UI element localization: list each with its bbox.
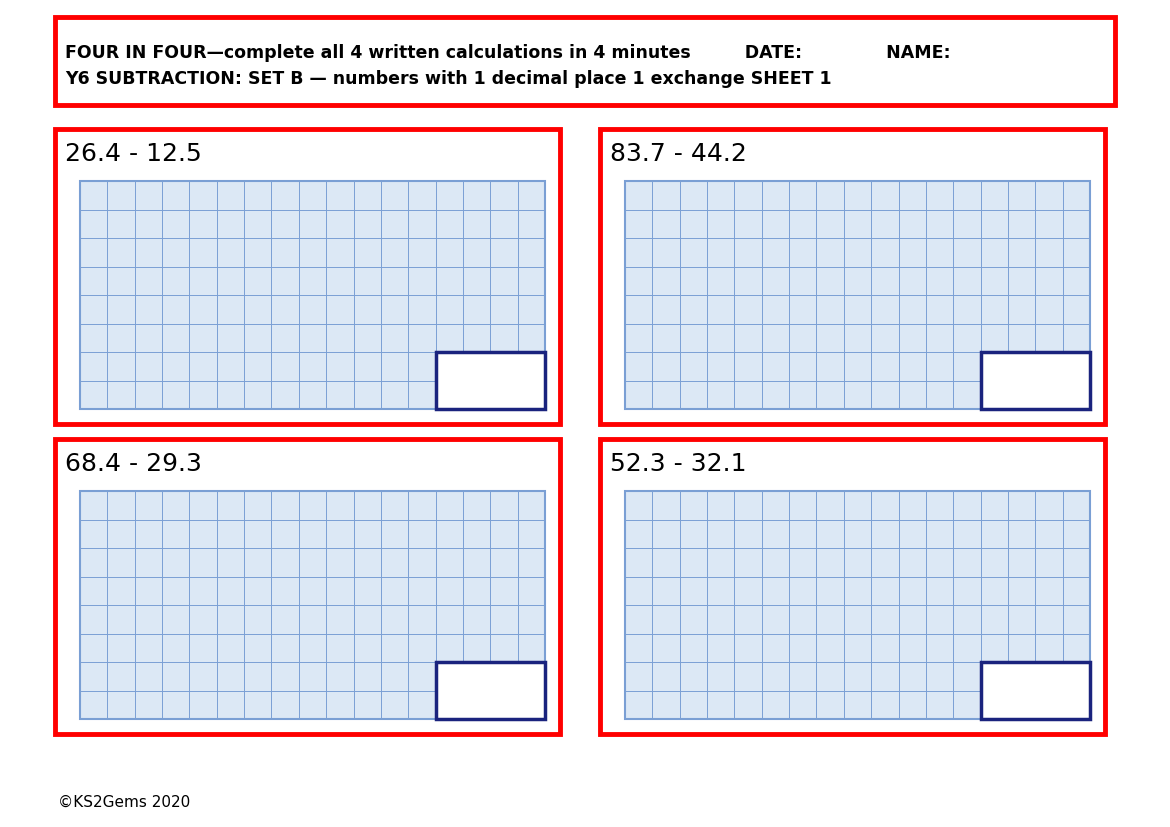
Text: 26.4 - 12.5: 26.4 - 12.5 (66, 141, 201, 165)
Bar (980, 662, 1090, 719)
Bar (435, 352, 545, 409)
Bar (55, 439, 560, 734)
Bar (980, 352, 1090, 409)
Text: Y6 SUBTRACTION: SET B — numbers with 1 decimal place 1 exchange SHEET 1: Y6 SUBTRACTION: SET B — numbers with 1 d… (66, 70, 832, 88)
Text: 83.7 - 44.2: 83.7 - 44.2 (610, 141, 746, 165)
Bar (80, 491, 545, 719)
Bar (55, 18, 1115, 106)
Text: FOUR IN FOUR—complete all 4 written calculations in 4 minutes         DATE:     : FOUR IN FOUR—complete all 4 written calc… (66, 44, 950, 62)
Bar (625, 491, 1090, 719)
Bar (55, 130, 560, 424)
Bar (980, 352, 1090, 409)
Bar (435, 662, 545, 719)
Text: ©KS2Gems 2020: ©KS2Gems 2020 (58, 794, 191, 809)
Bar (625, 182, 1090, 409)
Bar (435, 352, 545, 409)
Bar (600, 130, 1104, 424)
Bar (80, 182, 545, 409)
Bar (600, 439, 1104, 734)
Text: 52.3 - 32.1: 52.3 - 32.1 (610, 452, 746, 476)
Bar (980, 662, 1090, 719)
Text: 68.4 - 29.3: 68.4 - 29.3 (66, 452, 202, 476)
Bar (435, 662, 545, 719)
